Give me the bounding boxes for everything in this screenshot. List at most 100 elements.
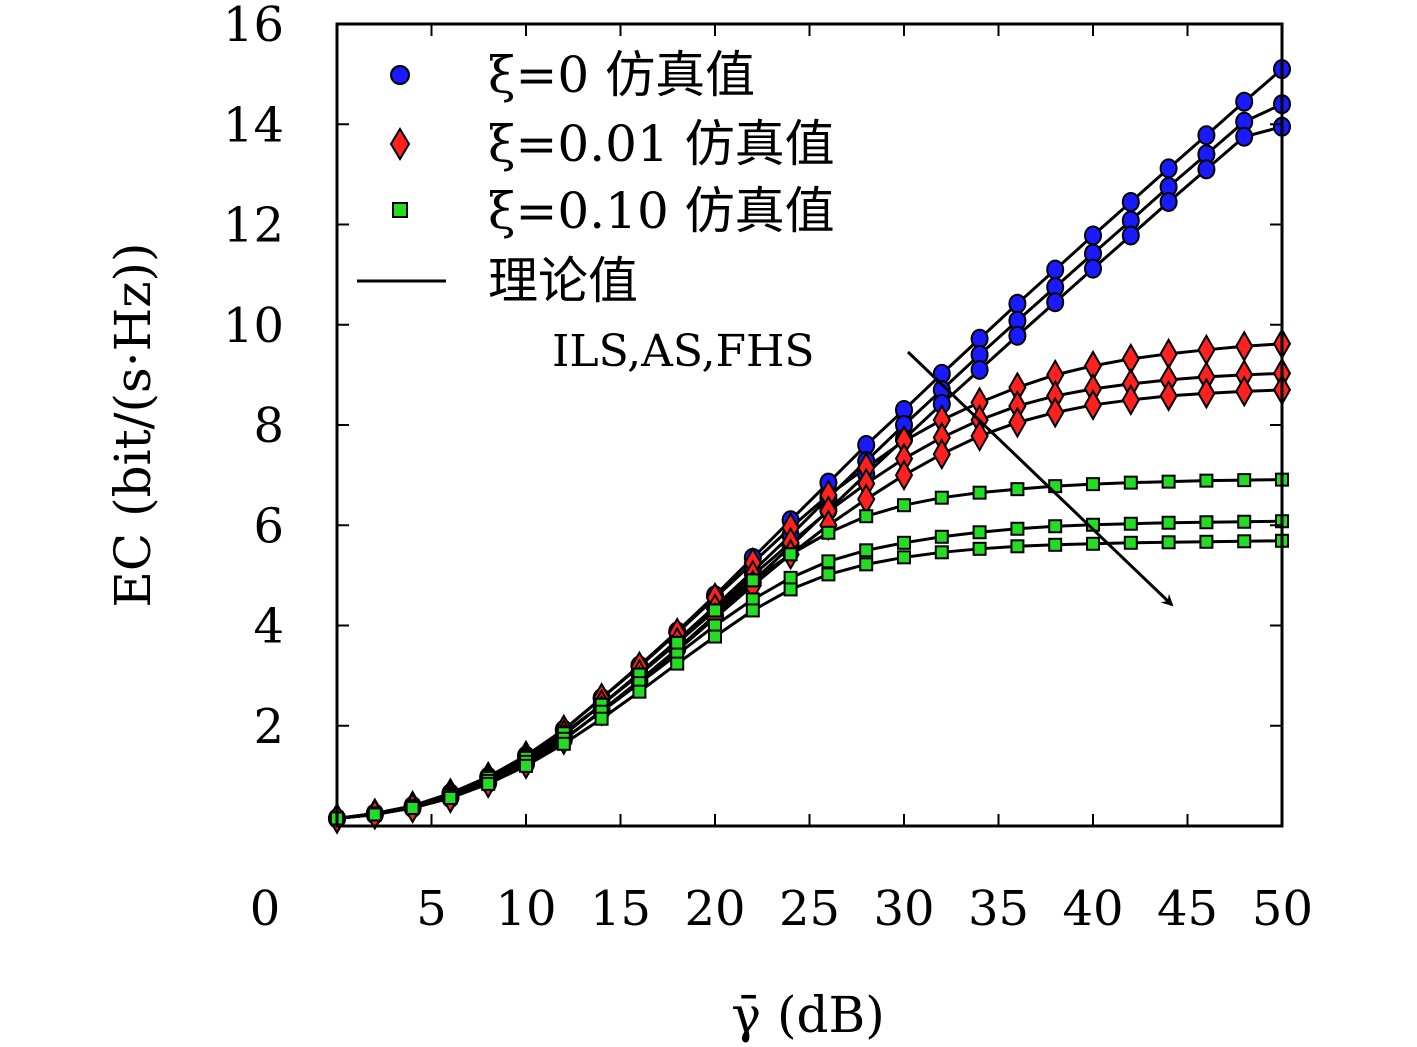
x-tick-label: 35 <box>968 881 1029 937</box>
data-point-square <box>821 525 836 540</box>
data-point-square <box>1237 514 1252 529</box>
data-point-circle <box>1084 258 1102 279</box>
x-tick-label: 30 <box>873 881 934 937</box>
data-point-square <box>783 570 798 585</box>
data-point-diamond <box>970 420 989 453</box>
data-point-circle <box>1008 325 1027 346</box>
series-line <box>336 539 1283 820</box>
data-point-square <box>972 541 987 556</box>
data-point-square <box>821 567 836 582</box>
y-tick-label: 4 <box>253 599 284 655</box>
data-point-square <box>1086 477 1100 492</box>
y-tick-label: 2 <box>253 699 284 755</box>
data-point-square <box>1048 537 1063 552</box>
data-point-circle <box>1008 293 1027 314</box>
data-point-circle <box>1235 91 1254 112</box>
series-line <box>336 388 1283 820</box>
y-axis-label: EC (bit/(s·Hz)) <box>104 242 162 607</box>
data-point-circle <box>970 359 989 380</box>
annotation-arrow <box>906 350 1174 607</box>
data-point-circle <box>1121 225 1140 246</box>
legend-label-xi-001: ξ=0.01 仿真值 <box>488 115 835 173</box>
data-point-square <box>1199 534 1214 549</box>
data-point-circle <box>1159 158 1178 179</box>
data-point-square <box>897 535 911 550</box>
data-point-square <box>594 711 609 726</box>
legend-marker-circle <box>390 65 410 85</box>
data-point-square <box>745 573 760 588</box>
data-point-square <box>1048 519 1063 534</box>
data-point-circle <box>1197 159 1216 180</box>
y-tick-label: 6 <box>253 498 284 554</box>
legend-label-theory: 理论值 <box>488 252 638 310</box>
data-point-square <box>443 790 458 805</box>
x-tick-label: 40 <box>1062 881 1123 937</box>
x-tick-label: 10 <box>495 881 556 937</box>
y-tick-label: 10 <box>223 298 284 354</box>
data-point-square <box>1237 473 1252 488</box>
data-point-circle <box>1235 126 1254 147</box>
y-tick-label: 12 <box>223 198 284 254</box>
data-point-square <box>934 490 949 505</box>
data-point-diamond <box>1197 333 1216 366</box>
data-point-square <box>670 636 685 651</box>
series-line <box>336 478 1283 820</box>
x-axis-label: γ̄ (dB) <box>731 986 885 1044</box>
data-point-square <box>897 498 911 513</box>
data-point-diamond <box>1121 383 1140 416</box>
y-tick-label: 14 <box>223 97 284 153</box>
data-point-square <box>783 582 798 597</box>
data-point-square <box>821 554 836 569</box>
data-point-square <box>1010 539 1025 554</box>
data-point-square <box>972 485 987 500</box>
data-point-circle <box>1046 292 1065 313</box>
data-point-square <box>1161 515 1176 530</box>
x-tick-label: 25 <box>779 881 840 937</box>
data-point-diamond <box>1046 396 1065 429</box>
data-point-circle <box>1121 191 1140 212</box>
data-point-square <box>670 656 685 671</box>
data-point-diamond <box>894 459 914 492</box>
x-tick-label: 0 <box>250 881 281 937</box>
series-layer <box>327 59 1292 835</box>
data-point-circle <box>1159 191 1178 212</box>
data-point-square <box>1123 535 1138 550</box>
legend: ξ=0 仿真值 ξ=0.01 仿真值 ξ=0.10 仿真值 理论值 <box>357 46 835 310</box>
data-point-diamond <box>1197 377 1216 410</box>
data-point-square <box>859 557 874 572</box>
x-tick-label: 50 <box>1252 881 1313 937</box>
data-point-square <box>783 547 798 562</box>
data-point-square <box>1161 474 1176 489</box>
data-point-square <box>1123 475 1138 490</box>
y-tick-label: 8 <box>253 398 284 454</box>
data-point-square <box>934 545 949 560</box>
data-point-square <box>1199 515 1214 530</box>
annotation-label: ILS,AS,FHS <box>552 326 815 377</box>
data-point-square <box>1010 521 1025 536</box>
data-point-diamond <box>1008 406 1027 439</box>
data-point-diamond <box>932 438 951 471</box>
data-point-square <box>897 550 911 565</box>
data-point-diamond <box>1159 379 1178 412</box>
data-point-circle <box>1084 225 1102 246</box>
data-point-diamond <box>1235 330 1254 363</box>
legend-label-xi-010: ξ=0.10 仿真值 <box>488 182 835 240</box>
data-point-square <box>367 807 382 822</box>
series-line <box>336 519 1283 820</box>
x-tick-label: 15 <box>590 881 651 937</box>
series-line <box>336 371 1283 820</box>
data-point-circle <box>1046 259 1065 280</box>
data-point-square <box>481 776 496 791</box>
legend-marker-square <box>392 202 408 218</box>
data-point-square <box>934 529 949 544</box>
data-point-square <box>405 800 420 815</box>
x-tick-label: 5 <box>416 881 447 937</box>
data-point-diamond <box>1235 375 1254 408</box>
data-point-square <box>859 543 874 558</box>
data-point-square <box>972 525 987 540</box>
legend-marker-diamond <box>389 127 411 161</box>
x-tick-label: 20 <box>684 881 745 937</box>
data-point-square <box>1010 482 1025 497</box>
data-point-square <box>1123 516 1138 531</box>
